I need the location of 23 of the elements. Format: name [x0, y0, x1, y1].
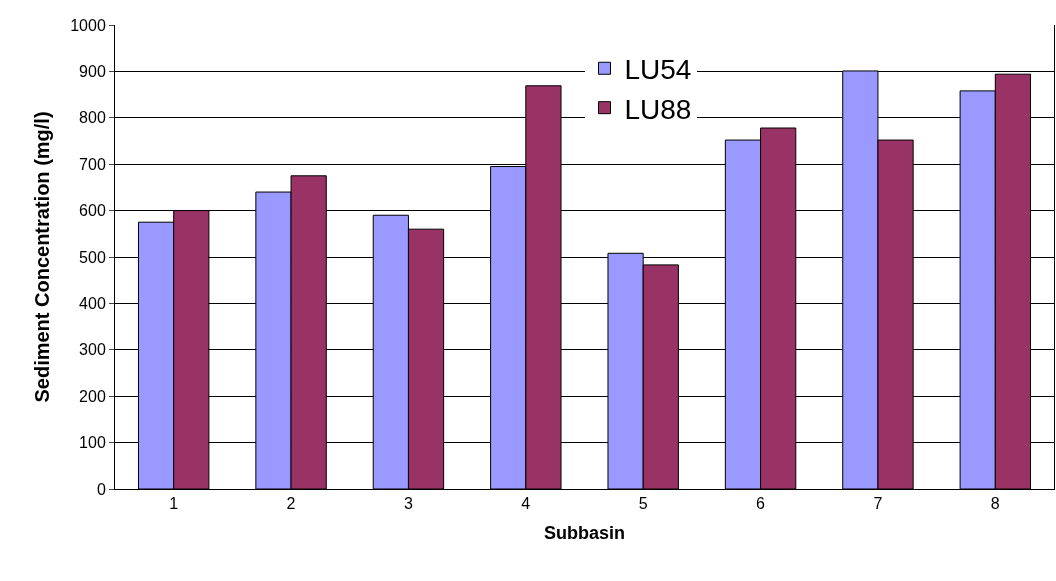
- y-tick-label: 300: [79, 341, 106, 359]
- y-tick-label: 800: [79, 109, 106, 127]
- x-tick-label: 3: [403, 495, 413, 513]
- y-tick-label: 200: [79, 387, 106, 405]
- x-tick-label: 2: [286, 495, 296, 513]
- x-tick-label: 7: [873, 495, 883, 513]
- legend-label: LU54: [624, 54, 692, 86]
- y-tick-label: 0: [96, 480, 106, 498]
- y-axis-title: Sediment Concentration (mg/l): [30, 111, 53, 403]
- y-tick-label: 900: [79, 63, 106, 80]
- x-tick-label: 6: [756, 495, 766, 513]
- y-tick-label: 400: [79, 295, 106, 312]
- x-tick-label: 8: [990, 495, 1000, 513]
- y-tick-label: 1000: [70, 16, 106, 34]
- y-tick-label: 600: [79, 202, 106, 220]
- x-tick-label: 4: [521, 495, 531, 513]
- legend-label: LU88: [624, 93, 692, 125]
- y-tick-label: 500: [79, 248, 106, 266]
- x-axis-title: Subbasin: [543, 523, 626, 544]
- y-tick-label: 700: [79, 155, 106, 173]
- y-tick-label: 100: [79, 434, 106, 452]
- x-tick-label: 1: [169, 495, 179, 513]
- x-tick-label: 5: [638, 495, 648, 513]
